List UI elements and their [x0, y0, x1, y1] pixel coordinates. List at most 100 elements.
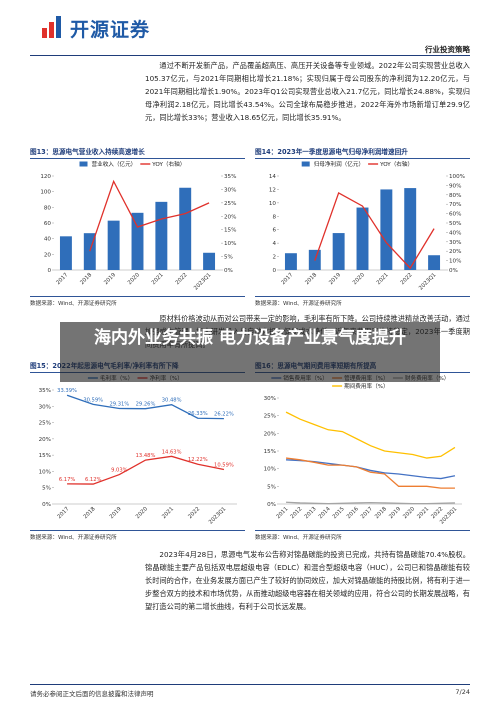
data-label: 14.63%	[162, 449, 182, 455]
y-tick-label: 10	[269, 201, 277, 207]
y-tick-label: 4	[272, 241, 276, 247]
y-tick-label: 100	[40, 190, 51, 196]
chart: 销售费用率（%）管理费用率（%）财务费用率（%）期间费用率（%）0%5%10%1…	[264, 374, 462, 526]
x-tick-label: 2021	[376, 272, 390, 286]
y-tick-label: 14	[269, 174, 277, 180]
bar	[203, 252, 216, 270]
y-tick-label: 10%	[264, 467, 276, 473]
data-label: 26.33%	[188, 411, 208, 417]
y2-tick-label: 60%	[449, 212, 461, 218]
data-label: 33.39%	[57, 388, 77, 394]
y2-tick-label: 30%	[449, 240, 461, 246]
y2-tick-label: 90%	[449, 183, 461, 189]
y-tick-label: 40	[44, 237, 52, 243]
y2-tick-label: 0%	[224, 268, 233, 274]
footer-disclaimer: 请务必参阅正文后面的信息披露和法律声明	[30, 690, 154, 698]
legend-label: YOY（右轴）	[379, 160, 413, 168]
chart: 毛利率（%）净利率（%）0%5%10%15%20%25%30%35%201720…	[39, 374, 237, 526]
x-tick-label: 2011	[276, 506, 290, 520]
bar	[380, 189, 393, 270]
data-label: 13.48%	[136, 453, 156, 459]
x-tick-label: 2015	[332, 506, 346, 520]
chart: 归母净利润（亿元） YOY（右轴） 0 2 4 6 8 10 12 14 0% 10% 20% 30% 40…	[269, 160, 465, 292]
logo-icon	[42, 16, 61, 38]
data-label: 6.17%	[59, 477, 76, 483]
x-tick-label: 2017	[55, 272, 69, 286]
x-tick-label: 2017	[280, 272, 294, 286]
y-tick-label: 30%	[264, 396, 276, 402]
x-tick-label: 2020	[352, 272, 366, 286]
x-tick-label: 2023Q1	[418, 272, 437, 291]
y2-tick-label: 80%	[449, 193, 461, 199]
bar	[131, 212, 144, 270]
y-tick-label: 20%	[39, 437, 51, 443]
line	[89, 179, 210, 252]
figure-title: 图13：思源电气营业收入持续高速增长	[30, 146, 245, 159]
bar	[83, 233, 96, 270]
figure-source: 数据来源：Wind、开源证券研究所	[255, 530, 470, 541]
data-label: 12.22%	[188, 457, 208, 463]
x-tick-label: 2018	[374, 506, 388, 520]
data-label: 29.31%	[109, 402, 129, 408]
y-tick-label: 0%	[42, 502, 51, 508]
y-tick-label: 120	[40, 174, 51, 180]
bar	[332, 233, 345, 270]
y-tick-label: 15%	[39, 453, 51, 459]
data-label: 29.26%	[136, 402, 156, 408]
logo-text: 开源证券	[70, 19, 151, 41]
footer-rule	[30, 684, 470, 685]
x-tick-label: 2023Q1	[193, 272, 212, 291]
figure-source: 数据来源：Wind、开源证券研究所	[30, 296, 245, 307]
y2-tick-label: 20%	[224, 214, 236, 220]
page-number: 7/24	[455, 688, 470, 696]
y2-tick-label: 15%	[224, 228, 236, 234]
y-tick-label: 20	[44, 252, 52, 258]
x-tick-label: 2022	[175, 272, 189, 286]
y2-tick-label: 10%	[449, 259, 461, 265]
line	[285, 411, 456, 459]
y-tick-label: 0%	[267, 502, 276, 508]
figure-source: 数据来源：Wind、开源证券研究所	[30, 530, 245, 541]
x-tick-label: 2022	[187, 506, 201, 520]
x-tick-label: 2023Q1	[208, 506, 227, 525]
line	[285, 457, 455, 489]
y-tick-label: 6	[272, 228, 276, 234]
y2-tick-label: 40%	[449, 230, 461, 236]
paragraph: 2023年4月28日，思源电气发布公告称对锦晶碳能的投资已完成，共持有锦晶碳能7…	[145, 550, 470, 611]
data-label: 26.22%	[214, 412, 234, 418]
y-tick-label: 12	[269, 187, 276, 193]
paragraph: 通过不断开发新产品，产品覆盖超高压、高压开关设备等专业领域。2022年公司实现营…	[145, 61, 470, 122]
bar	[107, 220, 120, 270]
x-tick-label: 2022	[400, 272, 414, 286]
x-tick-label: 2016	[346, 506, 360, 520]
y-tick-label: 35%	[39, 388, 51, 394]
y2-tick-label: 20%	[449, 249, 461, 255]
x-tick-label: 2019	[103, 272, 117, 286]
section-label: 行业投资策略	[425, 45, 470, 54]
legend-label: 归母净利润（亿元）	[314, 160, 364, 168]
y-tick-label: 60	[44, 221, 52, 227]
y-tick-label: 80	[44, 205, 52, 211]
legend-label: 期间费用率（%）	[344, 382, 388, 390]
y2-tick-label: 100%	[449, 174, 465, 180]
bar	[284, 253, 297, 270]
chart: 营业收入（亿元） YOY（右轴） 0 20 40 60 80 100 120 0% 5% 10% 15%…	[40, 160, 236, 292]
x-tick-label: 2018	[79, 272, 93, 286]
x-tick-label: 2020	[402, 506, 416, 520]
x-tick-label: 2018	[304, 272, 318, 286]
line	[66, 394, 224, 420]
line	[286, 459, 456, 480]
y2-tick-label: 35%	[224, 174, 236, 180]
figure-title: 图14：2023年一季度思源电气归母净利润增速回升	[255, 146, 470, 159]
x-tick-label: 2014	[318, 506, 332, 520]
x-tick-label: 2020	[135, 506, 149, 520]
line	[67, 455, 225, 485]
data-label: 9.03%	[111, 468, 128, 474]
y-tick-label: 8	[272, 214, 276, 220]
x-tick-label: 2020	[127, 272, 141, 286]
y-tick-label: 30%	[39, 404, 51, 410]
legend-label: YOY（右轴）	[151, 160, 185, 168]
x-tick-label: 2019	[388, 506, 402, 520]
bar	[155, 201, 168, 270]
